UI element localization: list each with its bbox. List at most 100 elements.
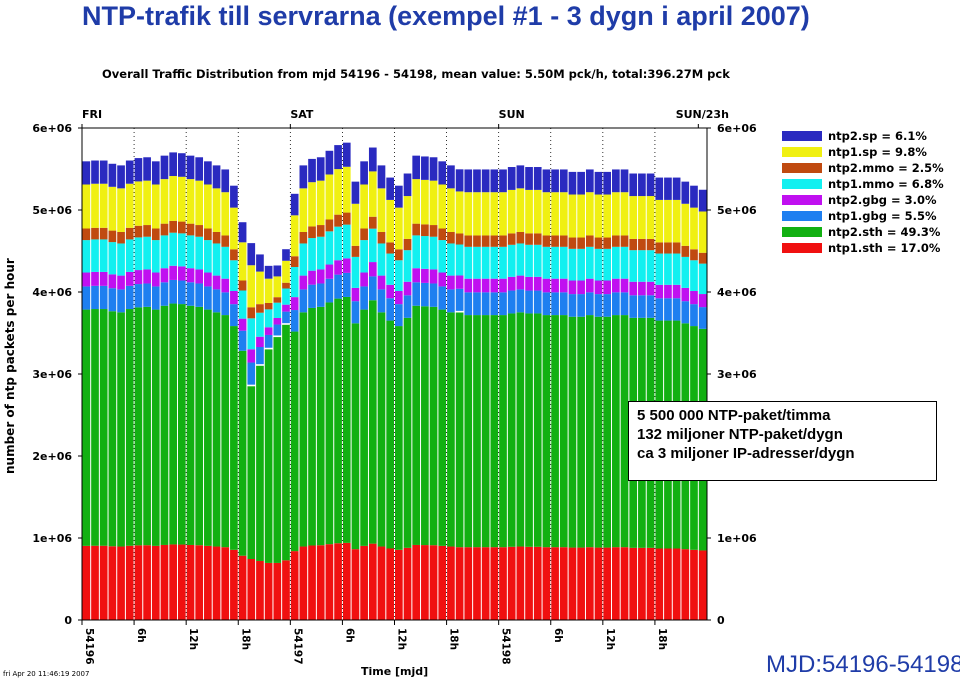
bar-segment (568, 171, 577, 195)
bar-segment (117, 275, 125, 290)
bar-segment (612, 547, 620, 620)
bar-segment (186, 268, 195, 283)
bar-segment (160, 268, 169, 283)
bar-segment (91, 309, 99, 546)
y-tick-label-right: 1e+06 (717, 532, 757, 545)
bar-segment (620, 192, 629, 236)
bar-segment (195, 236, 204, 270)
bar-segment (377, 243, 386, 276)
bar-segment (282, 282, 290, 289)
bar-segment (195, 157, 204, 181)
bar-segment (238, 222, 247, 243)
bar-segment (551, 278, 559, 293)
bar-segment (108, 242, 117, 275)
bar-segment (82, 272, 91, 287)
bar-segment (117, 312, 125, 547)
bar-segment (507, 167, 516, 190)
bar-segment (655, 242, 664, 254)
bar-segment (177, 176, 186, 222)
bar-segment (264, 349, 273, 563)
y-tick-label-right: 0 (717, 614, 725, 627)
bar-segment (169, 265, 177, 280)
y-tick-label-right: 3e+06 (717, 368, 757, 381)
bar-segment (629, 281, 638, 296)
bar-segment (386, 177, 394, 200)
top-day-label: SUN (499, 108, 525, 121)
bar-segment (151, 286, 160, 310)
y-tick-label-right: 6e+06 (717, 122, 757, 135)
bar-segment (681, 301, 690, 324)
bar-segment (559, 292, 568, 316)
x-tick-label: 18h (239, 628, 251, 650)
bar-segment (542, 292, 551, 316)
bar-segment (507, 546, 516, 620)
bar-segment (282, 288, 290, 305)
bar-segment (238, 290, 247, 319)
bar-segment (160, 235, 169, 269)
bar-segment (585, 169, 594, 193)
bar-segment (620, 278, 629, 293)
bar-segment (542, 315, 551, 548)
bar-segment (559, 192, 568, 236)
bar-segment (507, 233, 516, 245)
bar-segment (585, 192, 594, 236)
bar-segment (282, 324, 290, 561)
bar-segment (620, 315, 629, 548)
bar-segment (91, 227, 99, 240)
bar-segment (160, 179, 169, 224)
bar-segment (290, 215, 299, 257)
legend-label: ntp2.sp = 6.1% (828, 129, 927, 143)
y-tick-label-right: 5e+06 (717, 204, 757, 217)
bar-segment (360, 161, 368, 185)
bar-segment (82, 309, 91, 546)
bar-segment (464, 278, 473, 293)
bar-segment (204, 161, 212, 185)
bar-segment (177, 304, 186, 545)
bar-segment (308, 270, 316, 285)
bar-segment (316, 180, 325, 226)
bar-segment (438, 240, 447, 273)
bar-segment (533, 546, 542, 620)
x-tick-label: 54198 (500, 628, 512, 665)
bar-segment (143, 545, 151, 620)
bar-segment (499, 278, 507, 293)
bar-segment (690, 185, 698, 208)
bar-segment (499, 235, 507, 247)
bar-segment (525, 189, 533, 234)
bar-segment (151, 240, 160, 273)
bar-segment (273, 297, 282, 303)
bar-segment (594, 171, 603, 195)
bar-segment (82, 228, 91, 241)
bar-segment (99, 309, 108, 546)
bar-segment (351, 181, 360, 204)
bar-segment (594, 237, 603, 249)
bar-segment (204, 272, 212, 287)
bar-segment (568, 237, 577, 249)
bar-segment (559, 169, 568, 193)
bar-segment (507, 290, 516, 314)
bar-segment (551, 192, 559, 236)
bar-segment (290, 551, 299, 620)
bar-segment (525, 313, 533, 547)
bar-segment (256, 312, 264, 337)
bar-segment (334, 145, 342, 170)
bar-segment (525, 244, 533, 277)
bar-segment (585, 547, 594, 620)
bar-segment (690, 304, 698, 327)
bar-segment (204, 240, 212, 273)
bar-segment (99, 545, 108, 620)
bar-segment (256, 347, 264, 365)
bar-segment (221, 278, 230, 293)
bar-segment (117, 165, 125, 189)
bar-segment (542, 246, 551, 279)
bar-segment (447, 546, 455, 620)
bar-segment (82, 240, 91, 273)
bar-segment (421, 236, 429, 269)
bar-segment (169, 176, 177, 221)
bar-segment (256, 336, 264, 348)
bar-segment (91, 239, 99, 272)
bar-segment (316, 236, 325, 270)
bar-segment (698, 252, 707, 264)
bar-segment (177, 544, 186, 620)
legend-swatch (782, 179, 822, 189)
